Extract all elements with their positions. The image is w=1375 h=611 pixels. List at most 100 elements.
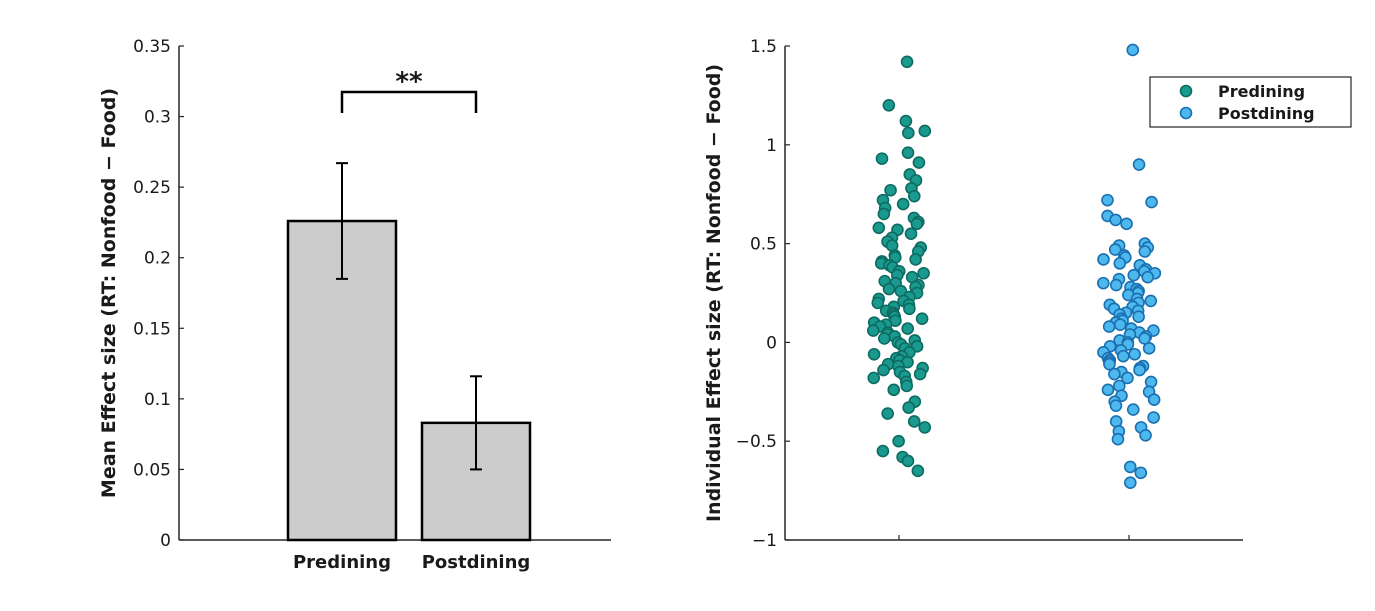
data-point-predining [876, 444, 890, 458]
data-point-postdining [1124, 476, 1137, 489]
data-point-predining [872, 221, 886, 235]
scatter-chart-y-axis-label: Individual Effect size (RT: Nonfood − Fo… [703, 64, 725, 522]
legend-marker-postdining [1179, 106, 1193, 120]
data-point-predining [871, 296, 885, 310]
data-point-predining [901, 322, 914, 335]
legend-marker-predining [1179, 84, 1193, 98]
bar-chart-y-tick-label: 0.15 [133, 319, 171, 339]
bar-chart-axes: 0 0.05 0.1 0.15 0.2 0.25 0.3 0.35 Predining Postd… [133, 37, 611, 573]
data-point-predining [878, 332, 891, 345]
data-point-predining [877, 207, 891, 221]
data-point-postdining [1120, 217, 1133, 231]
scatter-y-tick-label: 1 [766, 136, 777, 156]
bar-chart-x-tick-label: Postdining [422, 552, 531, 573]
bar-chart-y-tick-label: 0.2 [144, 249, 171, 269]
data-point-postdining [1128, 347, 1141, 361]
bar-chart-panel: 0 0.05 0.1 0.15 0.2 0.25 0.3 0.35 Predining Postd… [98, 37, 611, 573]
data-point-postdining [1109, 213, 1122, 227]
data-point-predining [918, 124, 932, 138]
data-point-postdining [1134, 466, 1148, 480]
data-point-predining [875, 152, 889, 165]
data-point-postdining [1141, 270, 1155, 284]
data-point-postdining [1101, 383, 1115, 397]
data-point-predining [911, 464, 925, 478]
bar-chart-x-tick-label: Predining [293, 552, 391, 573]
data-point-predining [909, 253, 922, 266]
data-point-predining [867, 347, 881, 361]
data-point-predining [907, 189, 921, 203]
legend-label-predining: Predining [1218, 82, 1305, 101]
data-point-predining [917, 266, 930, 280]
data-point-postdining [1108, 243, 1122, 256]
data-point-postdining [1111, 432, 1125, 446]
data-point-predining [887, 383, 901, 397]
scatter-chart-panel: −1 −0.5 0 0.5 1 1.5 Individual Effect size (R… [703, 37, 1352, 551]
data-point-predining [912, 156, 926, 169]
scatter-y-tick-label: −0.5 [736, 432, 777, 452]
legend-label-postdining: Postdining [1218, 104, 1315, 123]
data-point-postdining [1144, 375, 1158, 389]
data-point-predining [910, 217, 924, 231]
bar-chart-y-tick-label: 0.35 [133, 37, 171, 57]
data-point-postdining [1147, 393, 1161, 407]
data-point-predining [866, 324, 880, 337]
data-point-predining [867, 371, 881, 385]
scatter-chart-points [866, 43, 1162, 489]
data-point-postdining [1144, 294, 1158, 308]
bar-chart-bars [286, 219, 532, 542]
data-point-predining [901, 146, 915, 160]
data-point-predining [903, 302, 916, 316]
data-point-predining [877, 363, 890, 377]
significance-label: ** [395, 67, 423, 97]
scatter-y-tick-label: 1.5 [750, 37, 777, 57]
bar-chart-y-tick-label: 0.05 [133, 460, 171, 480]
data-point-predining [881, 407, 894, 420]
bar-chart-y-tick-label: 0.1 [144, 390, 171, 410]
data-point-postdining [1108, 367, 1121, 381]
data-point-postdining [1138, 245, 1152, 258]
data-point-predining [900, 379, 914, 393]
data-point-predining [904, 227, 918, 241]
data-point-predining [913, 367, 927, 381]
data-point-postdining [1116, 349, 1130, 363]
data-point-postdining [1102, 320, 1116, 333]
data-point-postdining [1113, 257, 1127, 270]
data-point-postdining [1113, 318, 1127, 331]
data-point-postdining [1145, 195, 1158, 209]
scatter-legend: Predining Postdining [1149, 76, 1352, 128]
data-point-postdining [1097, 253, 1110, 266]
data-point-predining [902, 401, 915, 414]
data-point-postdining [1123, 460, 1137, 474]
significance-bracket: ** [340, 67, 478, 113]
data-point-predining [901, 454, 915, 468]
scatter-chart-axes: −1 −0.5 0 0.5 1 1.5 [736, 37, 1243, 551]
bar-chart-error-bars [336, 162, 482, 471]
data-point-predining [915, 312, 929, 325]
data-point-postdining [1109, 278, 1123, 292]
data-point-predining [884, 183, 897, 197]
data-point-postdining [1127, 268, 1141, 282]
bar-chart-y-axis-label: Mean Effect size (RT: Nonfood − Food) [98, 88, 120, 498]
data-point-postdining [1109, 399, 1123, 412]
bar-chart-y-tick-label: 0.3 [144, 108, 171, 128]
data-point-predining [899, 114, 913, 128]
data-point-postdining [1121, 371, 1134, 385]
bar-chart-y-tick-label: 0 [160, 531, 171, 551]
data-point-postdining [1142, 342, 1156, 355]
data-point-predining [882, 98, 896, 112]
data-point-postdining [1139, 428, 1152, 442]
data-point-predining [900, 55, 914, 69]
data-point-postdining [1133, 363, 1146, 377]
data-point-postdining [1103, 357, 1116, 371]
scatter-y-tick-label: −1 [752, 531, 777, 551]
data-point-predining [918, 421, 932, 434]
data-point-predining [882, 282, 896, 296]
data-point-postdining [1096, 276, 1110, 290]
scatter-y-tick-label: 0.5 [750, 235, 777, 255]
data-point-predining [902, 126, 915, 140]
data-point-postdining [1147, 411, 1160, 424]
data-point-predining [896, 197, 910, 211]
scatter-y-tick-label: 0 [766, 333, 777, 353]
